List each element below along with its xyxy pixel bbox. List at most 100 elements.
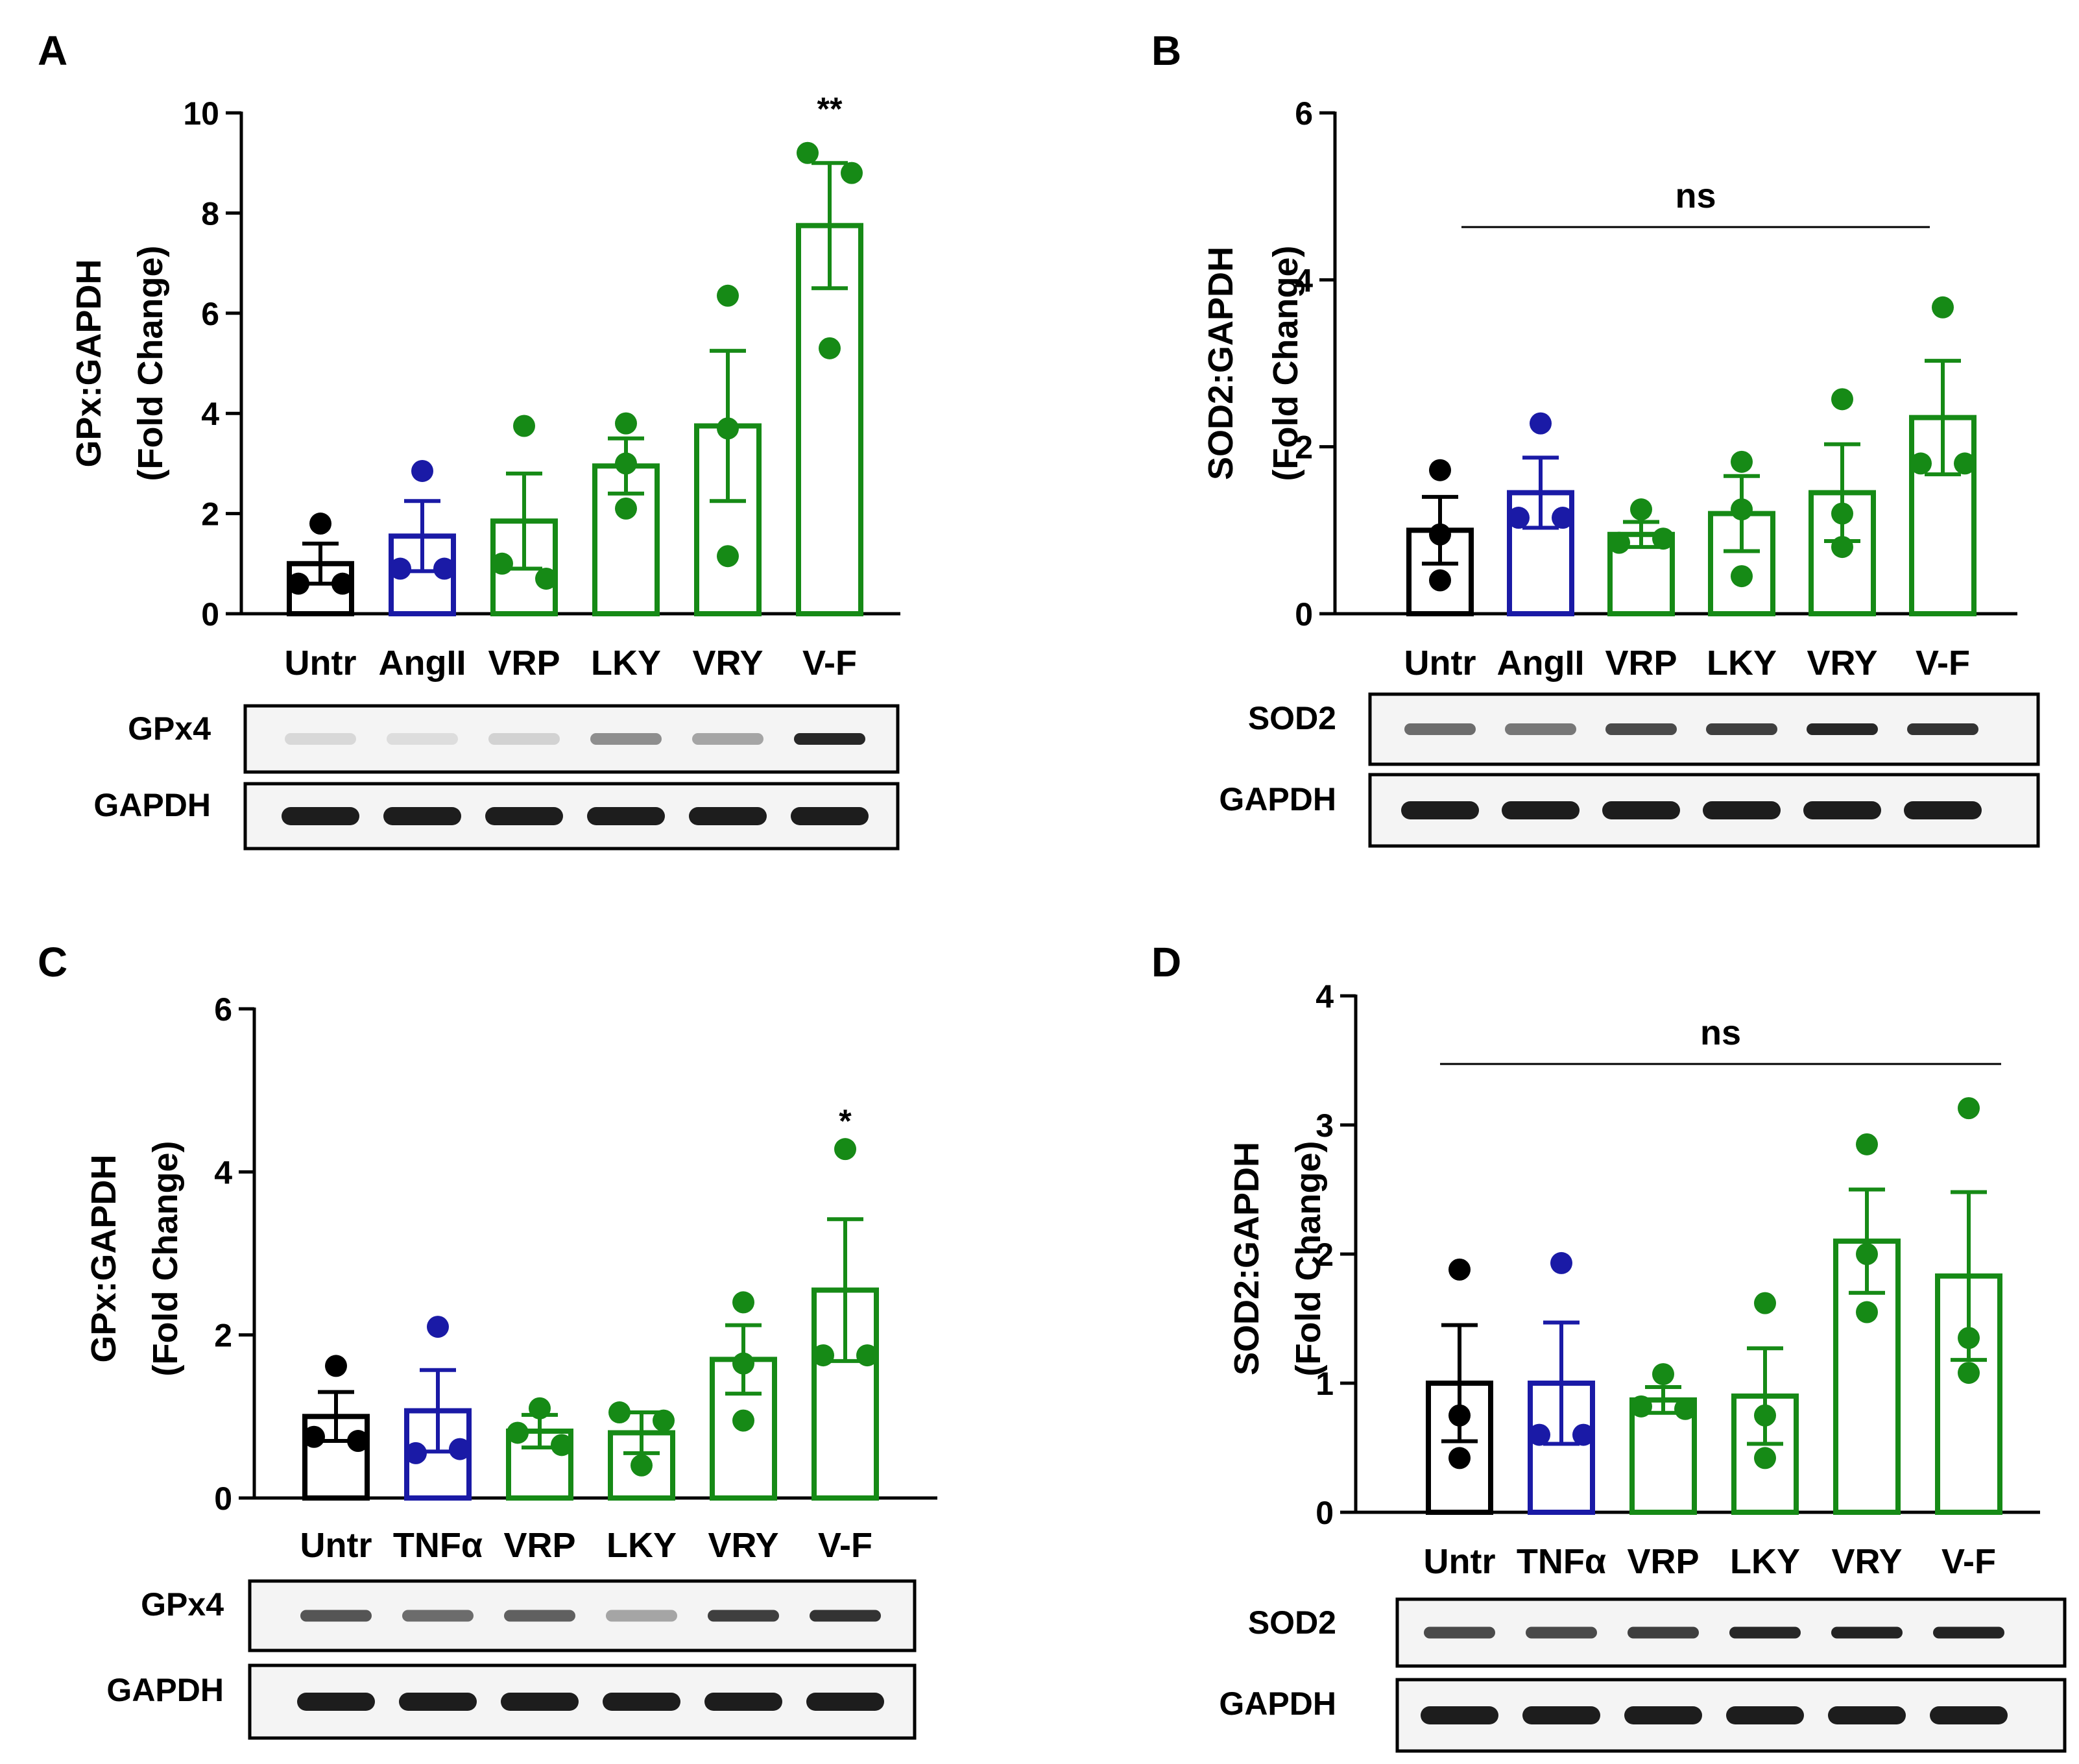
data-point (1448, 1404, 1471, 1427)
y-tick-label: 10 (183, 95, 219, 132)
data-point (449, 1438, 471, 1460)
data-point (1754, 1404, 1776, 1427)
significance-annotation: * (839, 1103, 852, 1139)
data-point (653, 1409, 675, 1432)
panel-b: B 0 2 4 6 SOD2:GAPDH (Fold Change) Untr AngII VRP… (1151, 27, 2040, 848)
data-point (1831, 388, 1853, 411)
data-point (819, 337, 841, 359)
data-point (1448, 1258, 1471, 1281)
x-tick-label: LKY (607, 1526, 677, 1565)
blot-band (285, 733, 356, 745)
x-tick-label: VRP (488, 644, 560, 683)
y-tick-label: 6 (201, 296, 219, 332)
x-tick-label: Untr (1404, 644, 1476, 683)
data-point (535, 567, 557, 590)
data-point (1958, 1097, 1980, 1120)
blot-band (387, 733, 458, 745)
blot-band (1505, 723, 1576, 735)
data-point (1731, 450, 1753, 473)
data-point (1856, 1301, 1878, 1323)
blot-band (810, 1610, 881, 1622)
blot-band (1526, 1626, 1597, 1639)
blot-label: GAPDH (1219, 781, 1336, 817)
data-point (507, 1421, 529, 1444)
y-tick-label: 0 (201, 596, 219, 633)
blot-label: GPx4 (141, 1586, 224, 1623)
x-tick-label: Untr (300, 1526, 372, 1565)
blot-band (282, 807, 359, 825)
ns-label: ns (1700, 1013, 1741, 1052)
data-point (1608, 531, 1630, 554)
blot-label: SOD2 (1248, 700, 1336, 736)
y-tick-label: 2 (1295, 429, 1313, 466)
ns-label: ns (1675, 176, 1716, 215)
blot-band (1602, 801, 1680, 819)
blot-band (504, 1610, 575, 1622)
blot-band (1424, 1626, 1495, 1639)
x-tick-label: LKY (1707, 644, 1777, 683)
x-tick-label: VRY (708, 1526, 778, 1565)
blot-band (402, 1610, 474, 1622)
blot-band (1729, 1626, 1801, 1639)
data-point (812, 1344, 834, 1367)
x-tick-label: V-F (818, 1526, 872, 1565)
data-point (1754, 1292, 1776, 1314)
blot-band (692, 733, 763, 745)
x-tick-label: V-F (1916, 644, 1970, 683)
data-point (717, 417, 739, 440)
blot-band (300, 1610, 372, 1622)
blot-band (603, 1693, 680, 1711)
data-point (427, 1316, 449, 1338)
x-tick-label: LKY (1730, 1542, 1800, 1581)
blot-band (1502, 801, 1580, 819)
blot-band (1703, 801, 1781, 819)
x-tick-label: Untr (285, 644, 357, 683)
data-point (717, 545, 739, 568)
blot-band (1803, 801, 1881, 819)
panel-a: A 0 2 4 6 8 10 GPx:GAPDH (Fold Change) Untr AngII V… (38, 27, 900, 851)
y-axis-label: (Fold Change) (1289, 1141, 1328, 1377)
x-tick-label: Untr (1424, 1542, 1496, 1581)
blot-band (1726, 1706, 1804, 1724)
data-point (1429, 569, 1451, 592)
blot-band (485, 807, 563, 825)
x-tick-label: TNFα (1517, 1542, 1606, 1581)
data-point (1508, 507, 1530, 529)
x-tick-label: VRP (503, 1526, 575, 1565)
significance-annotation: ** (817, 91, 843, 127)
x-tick-label: VRP (1605, 644, 1677, 683)
data-point (1754, 1447, 1776, 1469)
panel-letter: D (1151, 939, 1181, 985)
x-tick-label: VRY (1831, 1542, 1902, 1581)
data-point (608, 1401, 631, 1424)
y-axis-label: (Fold Change) (131, 246, 170, 481)
data-point (325, 1355, 347, 1377)
data-point (1552, 507, 1574, 529)
data-point (797, 141, 819, 164)
blot-band (1421, 1706, 1498, 1724)
blot-band (297, 1693, 375, 1711)
data-point (1550, 1251, 1572, 1274)
data-point (732, 1352, 754, 1375)
data-point (347, 1430, 369, 1453)
data-point (1731, 498, 1753, 521)
data-point (529, 1397, 551, 1420)
y-tick-label: 4 (201, 396, 219, 432)
y-tick-label: 2 (201, 496, 219, 533)
data-point (303, 1425, 325, 1448)
blot-label: GAPDH (1219, 1685, 1336, 1722)
x-tick-label: AngII (379, 644, 466, 683)
y-tick-label: 0 (214, 1480, 232, 1517)
y-axis-label: (Fold Change) (1266, 246, 1305, 481)
x-tick-label: AngII (1497, 644, 1585, 683)
data-point (1856, 1243, 1878, 1265)
panel-letter: C (38, 939, 67, 985)
blot-band (488, 733, 560, 745)
blot-band (501, 1693, 579, 1711)
y-tick-label: 3 (1316, 1107, 1334, 1144)
y-tick-label: 1 (1316, 1366, 1334, 1402)
blot-band (1628, 1626, 1699, 1639)
data-point (717, 284, 739, 307)
y-tick-label: 8 (201, 195, 219, 232)
y-tick-label: 4 (1295, 262, 1313, 298)
